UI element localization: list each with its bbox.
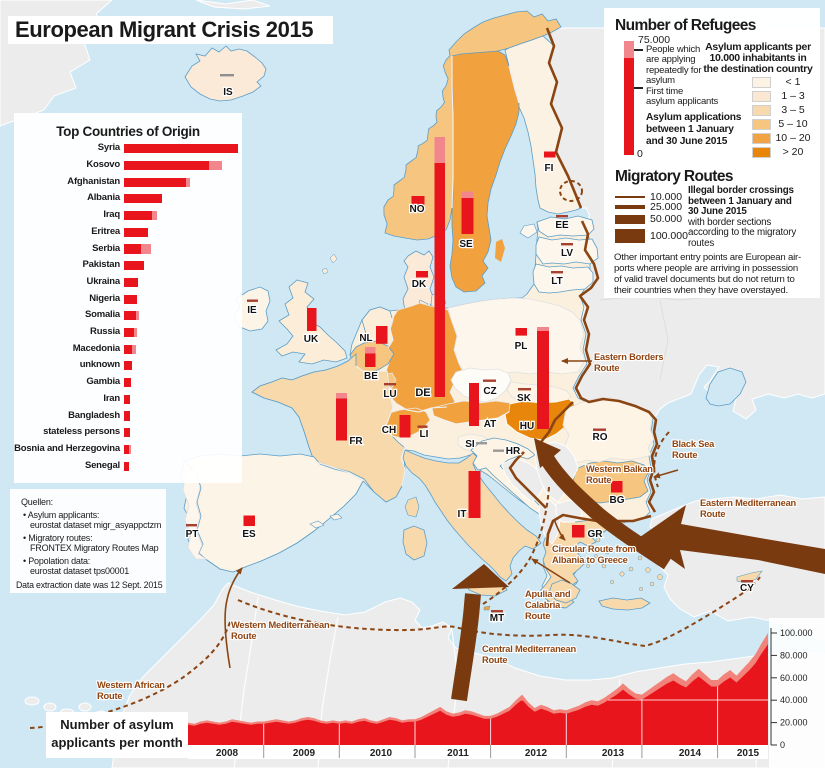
svg-text:PT: PT: [186, 529, 199, 540]
svg-text:SI: SI: [465, 439, 475, 450]
svg-text:2009: 2009: [293, 748, 316, 759]
svg-text:Route: Route: [700, 509, 725, 519]
svg-text:SK: SK: [517, 393, 532, 404]
svg-text:CY: CY: [740, 583, 754, 594]
svg-text:2012: 2012: [525, 748, 548, 759]
svg-text:GR: GR: [588, 529, 604, 540]
svg-text:Route: Route: [231, 631, 256, 641]
svg-text:RO: RO: [593, 432, 608, 443]
svg-text:Western Balkan: Western Balkan: [586, 464, 653, 474]
svg-text:2010: 2010: [370, 748, 393, 759]
svg-text:BG: BG: [610, 495, 625, 506]
svg-text:MT: MT: [490, 613, 504, 624]
svg-text:Western African: Western African: [97, 680, 165, 690]
svg-text:20.000: 20.000: [780, 718, 808, 728]
svg-text:LT: LT: [551, 276, 562, 287]
svg-text:2008: 2008: [216, 748, 239, 759]
svg-text:DE: DE: [415, 387, 430, 399]
svg-text:IS: IS: [223, 87, 233, 98]
svg-text:2013: 2013: [602, 748, 625, 759]
svg-text:Circular Route from: Circular Route from: [552, 544, 636, 554]
svg-text:FI: FI: [545, 163, 554, 174]
svg-text:Calabria: Calabria: [525, 600, 561, 610]
svg-text:60.000: 60.000: [780, 673, 808, 683]
svg-text:Route: Route: [482, 655, 507, 665]
svg-text:Albania to Greece: Albania to Greece: [552, 555, 628, 565]
svg-text:Western Mediterranean: Western Mediterranean: [231, 620, 330, 630]
svg-text:Apulia and: Apulia and: [525, 589, 571, 599]
svg-text:ES: ES: [242, 529, 256, 540]
svg-text:FR: FR: [349, 436, 363, 447]
svg-text:HU: HU: [520, 421, 534, 432]
svg-text:UK: UK: [304, 334, 319, 345]
svg-text:EE: EE: [555, 220, 569, 231]
svg-text:NL: NL: [359, 333, 372, 344]
svg-text:CZ: CZ: [483, 386, 496, 397]
svg-text:LV: LV: [561, 248, 573, 259]
svg-text:Route: Route: [586, 475, 611, 485]
svg-text:2015: 2015: [737, 748, 760, 759]
svg-text:IT: IT: [458, 509, 467, 520]
svg-text:PL: PL: [515, 341, 528, 352]
svg-text:0: 0: [780, 740, 785, 750]
svg-text:Route: Route: [594, 363, 619, 373]
svg-text:Central Mediterranean: Central Mediterranean: [482, 644, 576, 654]
svg-text:AT: AT: [484, 419, 497, 430]
svg-text:Eastern Mediterranean: Eastern Mediterranean: [700, 498, 797, 508]
svg-text:Route: Route: [525, 611, 550, 621]
svg-text:CH: CH: [382, 425, 396, 436]
svg-text:80.000: 80.000: [780, 650, 808, 660]
svg-text:LU: LU: [383, 389, 396, 400]
svg-text:LI: LI: [420, 429, 429, 440]
svg-text:BE: BE: [364, 371, 378, 382]
svg-text:Route: Route: [97, 691, 122, 701]
svg-text:2011: 2011: [447, 748, 469, 759]
svg-text:40.000: 40.000: [780, 695, 808, 705]
svg-text:NO: NO: [410, 204, 425, 215]
svg-text:DK: DK: [412, 279, 427, 290]
svg-text:100.000: 100.000: [780, 628, 813, 638]
svg-text:IE: IE: [247, 305, 257, 316]
svg-text:HR: HR: [506, 446, 521, 457]
svg-text:SE: SE: [459, 239, 473, 250]
svg-text:Eastern Borders: Eastern Borders: [594, 352, 663, 362]
svg-text:2014: 2014: [679, 748, 702, 759]
svg-text:Black Sea: Black Sea: [672, 439, 715, 449]
svg-text:Route: Route: [672, 450, 697, 460]
